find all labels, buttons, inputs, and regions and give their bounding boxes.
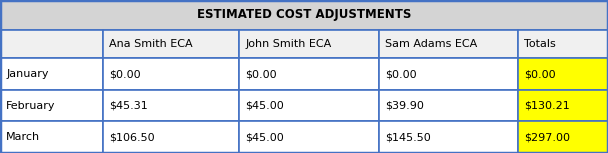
Bar [239,90,379,121]
Text: Sam Adams ECA: Sam Adams ECA [385,39,477,49]
Text: $0.00: $0.00 [524,69,556,79]
Bar [103,58,239,90]
Text: $45.00: $45.00 [245,132,284,142]
Text: $0.00: $0.00 [109,69,140,79]
Bar [239,121,379,153]
Bar [0,90,103,121]
Text: $106.50: $106.50 [109,132,154,142]
Text: $45.31: $45.31 [109,101,148,111]
Text: February: February [6,101,55,111]
Text: ESTIMATED COST ADJUSTMENTS: ESTIMATED COST ADJUSTMENTS [197,9,411,21]
Bar [379,58,518,90]
Bar [0,30,103,58]
Bar [518,90,608,121]
Text: $45.00: $45.00 [245,101,284,111]
Text: John Smith ECA: John Smith ECA [245,39,331,49]
Bar [379,90,518,121]
Bar [518,30,608,58]
Bar [103,90,239,121]
Text: Totals: Totals [524,39,556,49]
Bar [379,30,518,58]
Text: $39.90: $39.90 [385,101,424,111]
Bar [0,58,103,90]
Bar [239,30,379,58]
Bar [103,30,239,58]
Bar [518,58,608,90]
Bar [518,121,608,153]
Text: January: January [6,69,49,79]
Text: $130.21: $130.21 [524,101,570,111]
Bar [0,0,608,30]
Bar [379,121,518,153]
Text: $0.00: $0.00 [245,69,277,79]
Text: $145.50: $145.50 [385,132,430,142]
Bar [0,121,103,153]
Text: Ana Smith ECA: Ana Smith ECA [109,39,193,49]
Text: $0.00: $0.00 [385,69,416,79]
Bar [103,121,239,153]
Text: $297.00: $297.00 [524,132,570,142]
Bar [239,58,379,90]
Text: March: March [6,132,40,142]
